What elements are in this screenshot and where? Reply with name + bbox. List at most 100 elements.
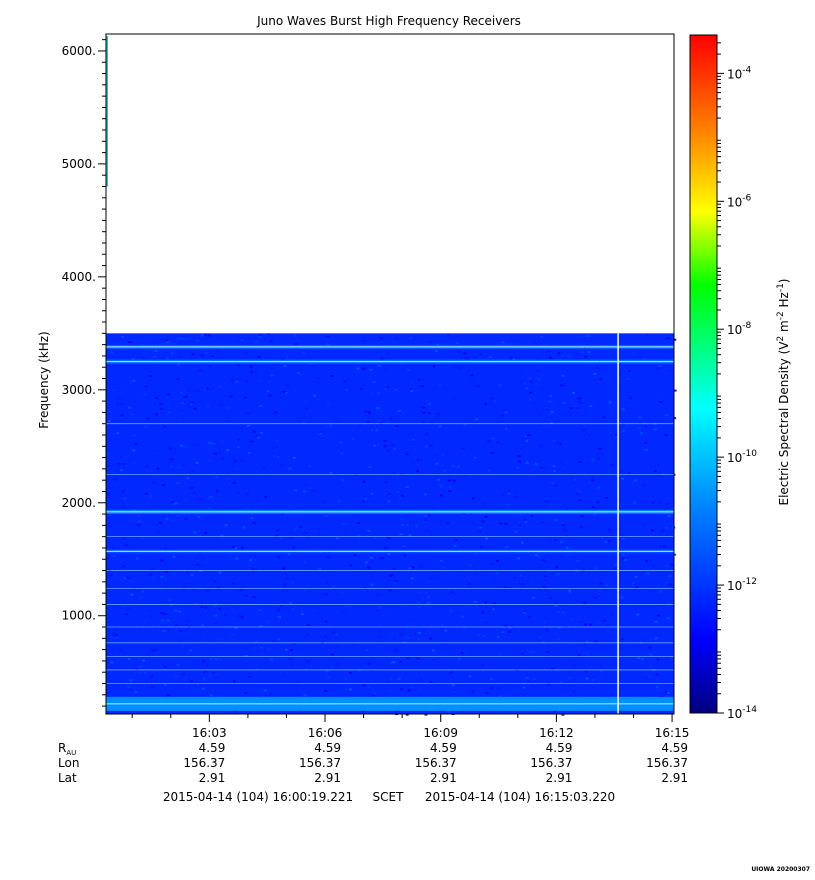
heatmap-cell [442, 566, 446, 569]
heatmap-cell [292, 546, 295, 549]
heatmap-cell [501, 631, 505, 634]
heatmap-cell [266, 390, 270, 392]
heatmap-cell [326, 403, 330, 406]
heatmap-cell [219, 403, 223, 406]
heatmap-cell [569, 618, 573, 621]
heatmap-cell [119, 469, 123, 472]
heatmap-cell [468, 564, 472, 567]
heatmap-cell [473, 571, 477, 574]
heatmap-cell [160, 559, 164, 562]
heatmap-cell [144, 350, 148, 353]
heatmap-cell [256, 436, 260, 439]
heatmap-cell [156, 578, 160, 581]
heatmap-cell [493, 602, 497, 605]
heatmap-cell [212, 659, 215, 662]
heatmap-cell [465, 357, 469, 360]
heatmap-cell [406, 369, 410, 372]
heatmap-cell [164, 547, 168, 550]
heatmap-cell [261, 695, 265, 698]
heatmap-cell [195, 461, 199, 464]
heatmap-cell [149, 573, 153, 576]
heatmap-cell [524, 520, 528, 523]
heatmap-cell [579, 621, 583, 624]
heatmap-cell [268, 394, 272, 397]
colorbar-tick-label: 10-8 [727, 321, 752, 337]
heatmap-cell [615, 434, 619, 436]
heatmap-cell [577, 454, 581, 457]
heatmap-cell [209, 495, 213, 498]
heatmap-cell [548, 400, 552, 403]
heatmap-cell [394, 580, 398, 583]
colorbar-tick-base: 10 [727, 579, 742, 593]
heatmap-cell [458, 366, 462, 369]
heatmap-cell [148, 464, 152, 467]
heatmap-cell [537, 412, 541, 415]
heatmap-cell [323, 635, 327, 638]
heatmap-cell [545, 498, 549, 500]
heatmap-cell [213, 452, 217, 455]
heatmap-cell [549, 394, 553, 397]
heatmap-cell [368, 392, 372, 395]
heatmap-cell [471, 690, 475, 693]
heatmap-cell [653, 428, 657, 431]
heatmap-cell [176, 514, 180, 517]
heatmap-cell [588, 434, 591, 437]
heatmap-cell [485, 537, 489, 540]
heatmap-cell [365, 665, 369, 668]
heatmap-cell [424, 433, 428, 436]
heatmap-cell [302, 421, 305, 424]
heatmap-cell [202, 636, 206, 639]
heatmap-cell [137, 524, 141, 527]
heatmap-cell [106, 556, 110, 559]
heatmap-cell [480, 546, 484, 549]
heatmap-cell [652, 565, 656, 568]
heatmap-cell [236, 448, 239, 451]
heatmap-cell [200, 334, 204, 337]
heatmap-cell [408, 567, 412, 570]
heatmap-cell [330, 375, 334, 377]
heatmap-cell [398, 409, 402, 412]
heatmap-cell [126, 576, 130, 579]
time-range-label: SCET [373, 790, 405, 804]
colorbar-tick-label: 10-6 [727, 193, 752, 209]
heatmap-cell [203, 519, 207, 522]
heatmap-cell [513, 576, 517, 579]
heatmap-cell [238, 615, 242, 617]
heatmap-cell [328, 424, 332, 427]
heatmap-cell [230, 633, 234, 636]
heatmap-cell [573, 478, 577, 481]
heatmap-cell [576, 490, 580, 493]
heatmap-cell [650, 638, 654, 641]
heatmap-cell [520, 652, 524, 655]
heatmap-cell [572, 679, 576, 682]
heatmap-cell [657, 474, 661, 477]
heatmap-cell [610, 613, 614, 616]
heatmap-cell [187, 389, 191, 392]
heatmap-cell [156, 467, 160, 470]
heatmap-cell [439, 559, 443, 562]
heatmap-cell [463, 513, 466, 515]
heatmap-cell [650, 585, 654, 588]
heatmap-cell [385, 420, 389, 423]
heatmap-cell [499, 522, 503, 525]
heatmap-cell [161, 619, 165, 622]
heatmap-cell [427, 403, 431, 406]
heatmap-cell [376, 407, 380, 410]
heatmap-cell [545, 629, 549, 632]
heatmap-cell [218, 658, 222, 661]
heatmap-cell [544, 500, 548, 502]
heatmap-cell [398, 497, 402, 500]
heatmap-cell [397, 677, 401, 680]
heatmap-cell [170, 352, 174, 355]
heatmap-cell [250, 371, 254, 374]
x-tick-label: 16:09 [423, 726, 458, 740]
heatmap-cell [231, 582, 235, 585]
heatmap-cell [249, 440, 253, 443]
ephemeris-value: 4.59 [314, 741, 341, 755]
ephemeris-value: 4.59 [546, 741, 573, 755]
heatmap-cell [654, 637, 658, 640]
heatmap-cell [116, 432, 120, 434]
heatmap-cell [372, 381, 376, 383]
x-axis: 16:03 16:06 16:09 16:12 16:15 [131, 714, 689, 740]
